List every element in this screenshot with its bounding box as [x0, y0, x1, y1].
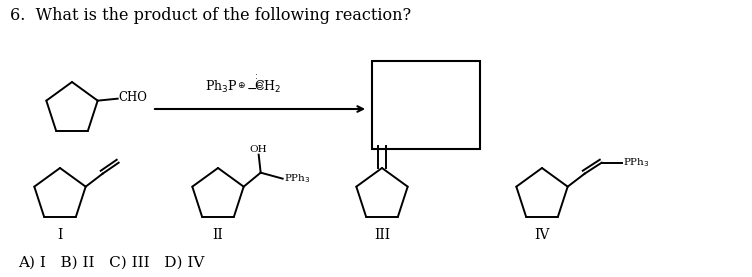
Text: III: III	[374, 228, 390, 242]
Text: 6.  What is the product of the following reaction?: 6. What is the product of the following …	[10, 7, 411, 24]
Text: I: I	[57, 228, 62, 242]
Text: CHO: CHO	[119, 91, 147, 104]
Text: II: II	[213, 228, 223, 242]
Text: CH$_2$: CH$_2$	[254, 79, 282, 95]
Text: $\ominus$: $\ominus$	[255, 79, 264, 89]
Text: A) I   B) II   C) III   D) IV: A) I B) II C) III D) IV	[18, 256, 205, 270]
Text: PPh$_3$: PPh$_3$	[284, 172, 311, 184]
Text: $\oplus$: $\oplus$	[237, 79, 246, 89]
Text: PPh$_3$: PPh$_3$	[623, 156, 650, 169]
Text: $-$: $-$	[245, 82, 256, 95]
Text: $\colon$: $\colon$	[254, 72, 258, 81]
Bar	[372, 61, 480, 149]
Text: IV: IV	[535, 228, 550, 242]
Text: OH: OH	[250, 145, 268, 154]
Text: Ph$_3$P: Ph$_3$P	[205, 79, 238, 95]
